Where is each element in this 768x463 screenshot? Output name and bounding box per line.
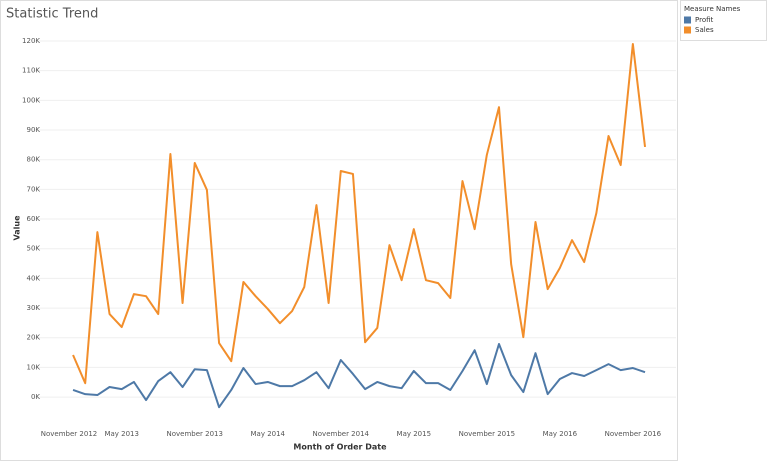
chart-title: Statistic Trend (6, 7, 98, 22)
line-series (72, 342, 646, 409)
legend-label: Sales (695, 26, 714, 34)
y-tick-label: 0K (31, 393, 40, 401)
x-tick-label: May 2013 (104, 430, 139, 438)
legend-swatch (684, 26, 691, 34)
legend-box (680, 0, 767, 41)
chart-frame (0, 0, 678, 461)
y-tick-label: 60K (27, 215, 41, 223)
y-tick-label: 110K (22, 67, 40, 75)
y-tick-label: 50K (27, 245, 41, 253)
y-tick-label: 90K (27, 126, 41, 134)
legend-title: Measure Names (684, 5, 741, 13)
y-tick-label: 40K (27, 274, 41, 282)
legend-swatch (684, 16, 691, 24)
y-tick-label: 120K (22, 37, 40, 45)
x-axis-title: Month of Order Date (293, 443, 387, 452)
x-tick-label: November 2015 (459, 430, 515, 438)
y-tick-label: 10K (27, 363, 41, 371)
x-tick-label: May 2014 (251, 430, 286, 438)
y-tick-label: 100K (22, 96, 40, 104)
x-tick-label: November 2016 (605, 430, 662, 438)
y-tick-label: 20K (27, 334, 41, 342)
line-series (72, 42, 647, 385)
x-tick-label: November 2013 (167, 430, 223, 438)
x-tick-label: May 2016 (543, 430, 578, 438)
y-tick-label: 70K (27, 185, 41, 193)
x-tick-label: May 2015 (397, 430, 432, 438)
y-tick-label: 80K (27, 156, 41, 164)
x-tick-label: November 2012 (41, 430, 97, 438)
y-axis-title: Value (13, 215, 22, 241)
x-tick-label: November 2014 (313, 430, 370, 438)
legend-label: Profit (695, 16, 714, 24)
y-tick-label: 30K (27, 304, 41, 312)
